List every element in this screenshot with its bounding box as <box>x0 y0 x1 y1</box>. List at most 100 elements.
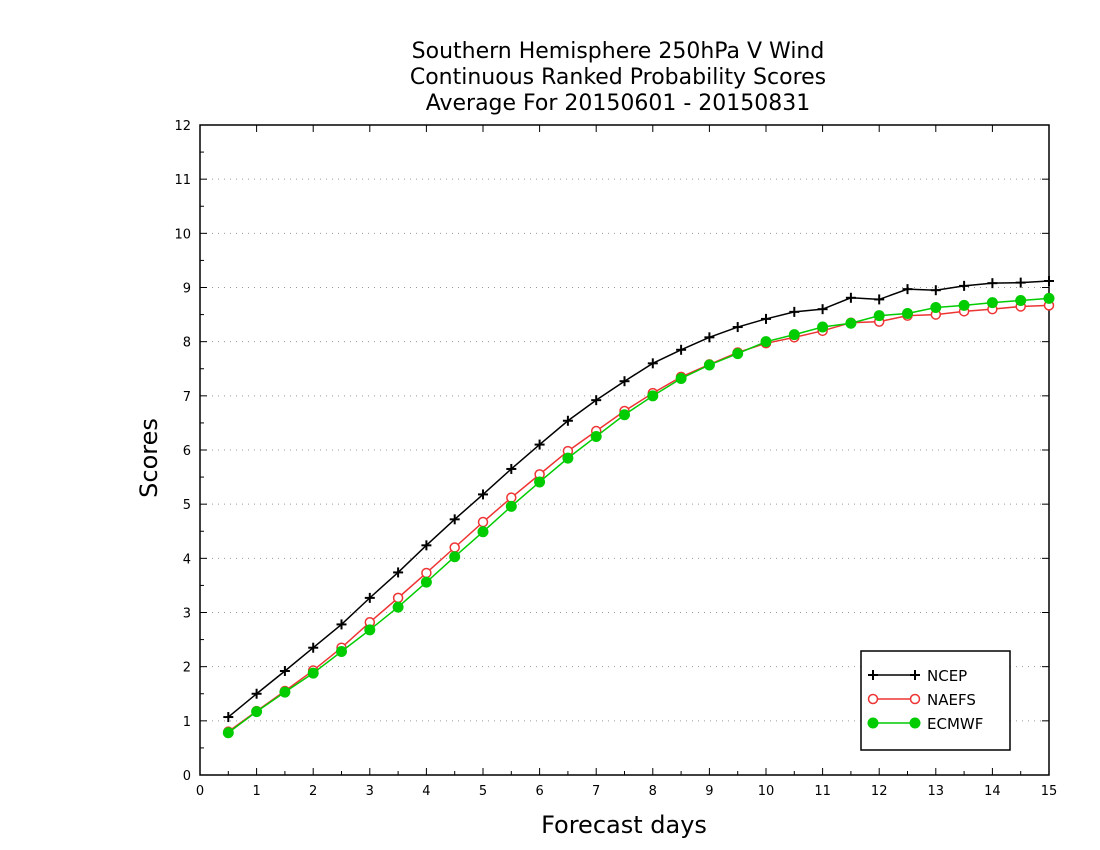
data-point-ecmwf <box>986 297 998 309</box>
data-point-ecmwf <box>251 706 263 718</box>
data-point-ncep <box>647 358 658 369</box>
legend-box <box>860 650 1011 751</box>
data-point-ecmwf <box>336 646 347 657</box>
x-axis: 0 1 2 3 4 5 6 7 8 9 10 11 12 13 14 15 <box>196 125 1057 799</box>
legend-marker <box>910 670 920 680</box>
data-point-ecmwf <box>817 321 829 333</box>
chart-title-line: Southern Hemisphere 250hPa V Wind <box>412 39 825 64</box>
y-tick-label: 3 <box>183 607 191 622</box>
data-point-ecmwf <box>279 686 291 698</box>
chart-title-line: Average For 20150601 - 20150831 <box>426 91 811 116</box>
data-point-ncep <box>364 592 375 603</box>
data-point-ncep <box>676 344 687 355</box>
data-point-ecmwf <box>392 601 404 613</box>
legend-label: NAEFS <box>927 691 976 709</box>
chart-title: Southern Hemisphere 250hPa V WindContinu… <box>410 39 826 116</box>
data-point-ecmwf <box>1015 295 1027 306</box>
legend-label: NCEP <box>927 667 967 685</box>
y-tick-label: 4 <box>183 552 191 567</box>
data-point-ncep <box>591 395 602 406</box>
data-point-ncep <box>223 712 234 723</box>
x-tick-label: 2 <box>309 784 317 799</box>
y-tick-label: 5 <box>183 498 191 513</box>
x-tick-label: 7 <box>592 784 600 799</box>
x-tick-label: 0 <box>196 784 204 799</box>
data-point-ecmwf <box>562 452 574 464</box>
y-tick-label: 11 <box>174 173 191 188</box>
data-point-ecmwf <box>788 329 800 341</box>
data-point-ncep <box>817 304 828 315</box>
x-axis-label: Forecast days <box>541 811 707 839</box>
legend-marker <box>867 717 879 729</box>
data-point-ecmwf <box>703 359 715 371</box>
data-point-ncep <box>930 285 941 296</box>
data-point-ncep <box>987 278 998 289</box>
data-point-naefs <box>449 542 460 553</box>
y-tick-label: 6 <box>183 444 191 459</box>
x-tick-label: 1 <box>252 784 260 799</box>
data-point-ecmwf <box>477 526 489 538</box>
data-point-ecmwf <box>873 310 885 322</box>
y-tick-label: 12 <box>174 119 191 134</box>
chart-title-line: Continuous Ranked Probability Scores <box>410 65 826 90</box>
y-tick-label: 10 <box>174 227 191 242</box>
data-point-ncep <box>308 642 319 653</box>
data-point-ecmwf <box>1043 292 1055 304</box>
data-point-ecmwf <box>647 390 659 402</box>
data-point-ncep <box>902 284 913 295</box>
data-point-ncep <box>959 280 970 291</box>
data-point-ncep <box>619 376 630 387</box>
data-point-ncep <box>874 294 885 305</box>
x-tick-label: 11 <box>814 784 831 799</box>
x-tick-label: 14 <box>984 784 1001 799</box>
series-ecmwf <box>222 292 1055 739</box>
data-point-ncep <box>449 514 460 525</box>
data-point-ecmwf <box>449 551 461 563</box>
legend-item-ncep: NCEP <box>868 667 967 685</box>
data-point-ncep <box>704 332 715 343</box>
data-point-ecmwf <box>902 308 913 319</box>
legend-marker <box>867 693 879 705</box>
data-point-ecmwf <box>732 348 744 360</box>
y-axis-label: Scores <box>135 418 163 498</box>
data-point-ecmwf <box>845 317 857 329</box>
legend-marker <box>868 670 878 680</box>
x-tick-label: 15 <box>1041 784 1058 799</box>
x-tick-label: 9 <box>705 784 713 799</box>
data-point-ncep <box>421 540 432 551</box>
legend-marker <box>909 717 921 729</box>
data-point-ncep <box>789 306 800 317</box>
x-tick-label: 3 <box>366 784 374 799</box>
x-tick-label: 6 <box>535 784 543 799</box>
data-point-ncep <box>761 313 771 324</box>
data-point-naefs <box>392 592 404 604</box>
data-point-ecmwf <box>590 430 602 442</box>
data-point-ecmwf <box>760 336 772 348</box>
x-tick-label: 10 <box>758 784 775 799</box>
legend-marker <box>909 693 921 705</box>
data-point-ncep <box>506 463 517 474</box>
data-point-ncep <box>534 439 545 450</box>
data-point-ecmwf <box>505 500 517 512</box>
x-tick-label: 12 <box>871 784 888 799</box>
data-point-ecmwf <box>930 302 942 314</box>
data-point-ecmwf <box>364 624 376 636</box>
data-point-ncep <box>279 666 290 676</box>
data-point-naefs <box>506 492 517 503</box>
x-tick-label: 4 <box>422 784 430 799</box>
data-point-naefs <box>421 567 432 579</box>
data-point-ncep <box>732 322 743 333</box>
data-point-ncep <box>251 688 262 699</box>
data-point-ncep <box>562 415 573 426</box>
data-point-ncep <box>1044 276 1054 286</box>
data-point-ecmwf <box>222 727 234 739</box>
x-tick-label: 8 <box>649 784 657 799</box>
legend: NCEP NAEFS ECMWF <box>860 650 1011 751</box>
data-point-ecmwf <box>534 476 546 488</box>
y-tick-label: 8 <box>183 336 191 351</box>
legend-item-naefs: NAEFS <box>867 691 976 709</box>
data-point-ecmwf <box>675 373 687 384</box>
y-tick-label: 1 <box>183 715 191 730</box>
